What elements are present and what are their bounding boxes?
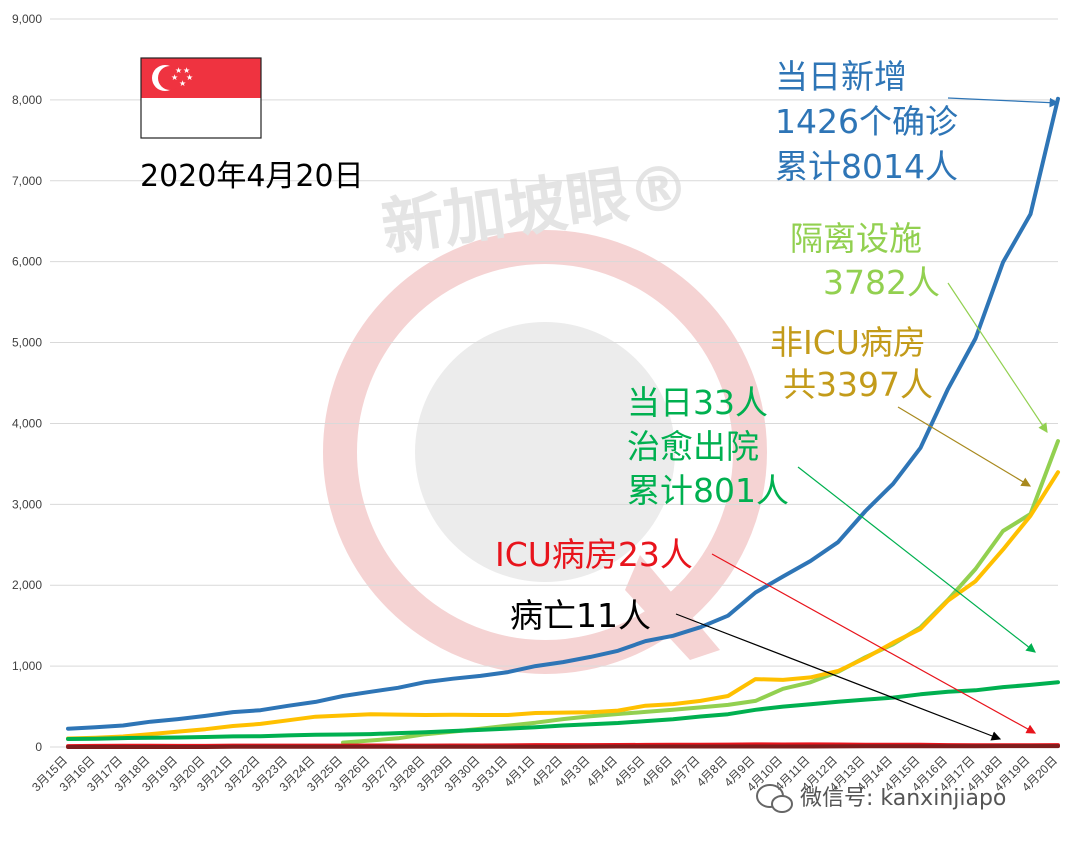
svg-text:累计8014人: 累计8014人 — [775, 147, 958, 186]
annotation-discharged: 当日33人 治愈出院 累计801人 — [627, 383, 789, 510]
y-tick-label: 5,000 — [12, 336, 42, 350]
annotation-icu: ICU病房23人 — [495, 535, 693, 574]
watermark-logo — [323, 230, 767, 674]
svg-text:非ICU病房: 非ICU病房 — [770, 323, 926, 362]
annotation-ward: 非ICU病房 共3397人 — [770, 323, 933, 404]
singapore-flag: ★ ★ ★ ★ ★ — [140, 57, 262, 139]
y-tick-label: 2,000 — [12, 578, 42, 592]
svg-text:★: ★ — [186, 73, 193, 82]
date-label: 2020年4月20日 — [140, 159, 364, 194]
svg-text:1426个确诊: 1426个确诊 — [775, 102, 958, 141]
y-axis: 0 1,000 2,000 3,000 4,000 5,000 6,000 7,000 8,00… — [12, 12, 42, 754]
svg-text:累计801人: 累计801人 — [627, 471, 789, 510]
wechat-icon — [756, 784, 793, 813]
svg-text:当日新增: 当日新增 — [775, 57, 907, 96]
svg-text:★: ★ — [175, 66, 182, 75]
y-tick-label: 0 — [35, 740, 42, 754]
y-tick-label: 7,000 — [12, 174, 42, 188]
svg-text:治愈出院: 治愈出院 — [627, 427, 759, 466]
svg-text:★: ★ — [179, 79, 186, 88]
y-tick-label: 8,000 — [12, 93, 42, 107]
annotation-deaths: 病亡11人 — [510, 596, 651, 635]
series-line-confirmed — [66, 96, 1060, 731]
gridlines — [50, 18, 1058, 748]
pointer-arrows — [675, 97, 1060, 741]
annotation-isolation: 隔离设施 3782人 — [790, 219, 940, 302]
y-tick-label: 3,000 — [12, 497, 42, 511]
series-line-ward — [66, 470, 1060, 741]
svg-text:★: ★ — [183, 66, 190, 75]
svg-text:共3397人: 共3397人 — [783, 365, 933, 404]
svg-text:隔离设施: 隔离设施 — [790, 219, 922, 258]
series-line-deaths — [66, 744, 1060, 749]
y-tick-label: 1,000 — [12, 659, 42, 673]
y-tick-label: 9,000 — [12, 12, 42, 26]
svg-text:★: ★ — [171, 73, 178, 82]
svg-text:3782人: 3782人 — [823, 263, 940, 302]
y-tick-label: 4,000 — [12, 416, 42, 430]
svg-text:当日33人: 当日33人 — [627, 383, 768, 422]
y-tick-label: 6,000 — [12, 255, 42, 269]
wechat-credit: 微信号: kanxinjiapo — [800, 786, 1006, 811]
annotation-confirmed: 当日新增 1426个确诊 累计8014人 — [775, 57, 958, 186]
